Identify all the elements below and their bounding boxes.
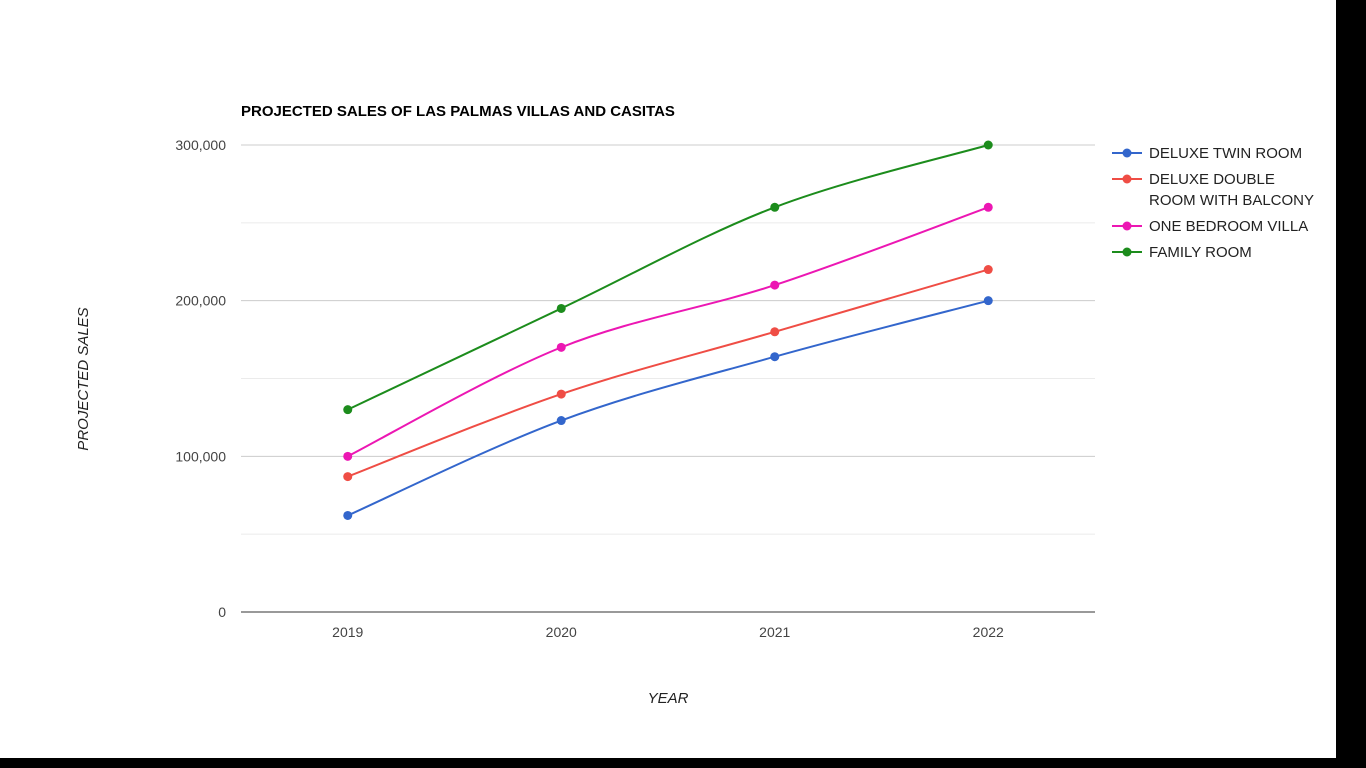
legend-label: DELUXE TWIN ROOM xyxy=(1149,145,1302,162)
data-point[interactable] xyxy=(770,327,780,337)
series-3 xyxy=(343,140,993,415)
data-point[interactable] xyxy=(983,202,993,212)
legend-item[interactable]: ONE BEDROOM VILLA xyxy=(1112,218,1308,235)
legend-swatch-marker xyxy=(1122,148,1132,158)
y-axis-title: PROJECTED SALES xyxy=(75,307,92,450)
legend-item[interactable]: FAMILY ROOM xyxy=(1112,244,1252,261)
series-line xyxy=(347,206,989,458)
legend-label: ROOM WITH BALCONY xyxy=(1149,192,1314,209)
legend-item[interactable]: DELUXE TWIN ROOM xyxy=(1112,145,1302,162)
data-point[interactable] xyxy=(556,342,566,352)
data-point[interactable] xyxy=(343,472,353,482)
x-tick-label: 2020 xyxy=(546,624,577,640)
data-point[interactable] xyxy=(343,451,353,461)
y-tick-label: 100,000 xyxy=(175,448,226,464)
series-0 xyxy=(343,296,993,520)
legend-item[interactable]: DELUXE DOUBLE ROOM WITH BALCONY xyxy=(1112,171,1314,209)
x-tick-label: 2019 xyxy=(332,624,363,640)
legend: DELUXE TWIN ROOM DELUXE DOUBLE ROOM WITH B… xyxy=(1112,145,1314,261)
data-point[interactable] xyxy=(556,416,566,426)
data-point[interactable] xyxy=(770,352,780,362)
legend-label: FAMILY ROOM xyxy=(1149,244,1252,261)
gridlines xyxy=(241,144,1095,535)
y-tick-label: 200,000 xyxy=(175,293,226,309)
line-chart: PROJECTED SALES OF LAS PALMAS VILLAS AND… xyxy=(75,103,1314,707)
chart-title: PROJECTED SALES OF LAS PALMAS VILLAS AND… xyxy=(241,103,675,120)
data-point[interactable] xyxy=(343,510,353,520)
data-point[interactable] xyxy=(983,140,993,150)
data-point[interactable] xyxy=(343,405,353,415)
y-tick-label: 300,000 xyxy=(175,137,226,153)
legend-swatch-marker xyxy=(1122,221,1132,231)
data-point[interactable] xyxy=(556,389,566,399)
data-point[interactable] xyxy=(556,303,566,313)
data-point[interactable] xyxy=(983,296,993,306)
series-line xyxy=(347,144,989,411)
y-tick-label: 0 xyxy=(218,604,226,620)
axes: 0 100,000 200,000 300,000 2019 2020 2021 2022 xyxy=(175,137,1095,640)
legend-label: DELUXE DOUBLE xyxy=(1149,171,1275,188)
x-axis-title: YEAR xyxy=(648,690,689,707)
x-tick-label: 2022 xyxy=(973,624,1004,640)
series-line xyxy=(347,268,989,478)
chart-area: PROJECTED SALES OF LAS PALMAS VILLAS AND… xyxy=(0,0,1336,758)
series-lines xyxy=(343,140,993,520)
data-point[interactable] xyxy=(770,202,780,212)
legend-swatch-marker xyxy=(1122,174,1132,184)
series-line xyxy=(347,299,989,517)
x-tick-label: 2021 xyxy=(759,624,790,640)
legend-swatch-marker xyxy=(1122,247,1132,257)
series-2 xyxy=(343,202,993,461)
data-point[interactable] xyxy=(983,265,993,275)
series-1 xyxy=(343,265,993,482)
data-point[interactable] xyxy=(770,280,780,290)
legend-label: ONE BEDROOM VILLA xyxy=(1149,218,1308,235)
